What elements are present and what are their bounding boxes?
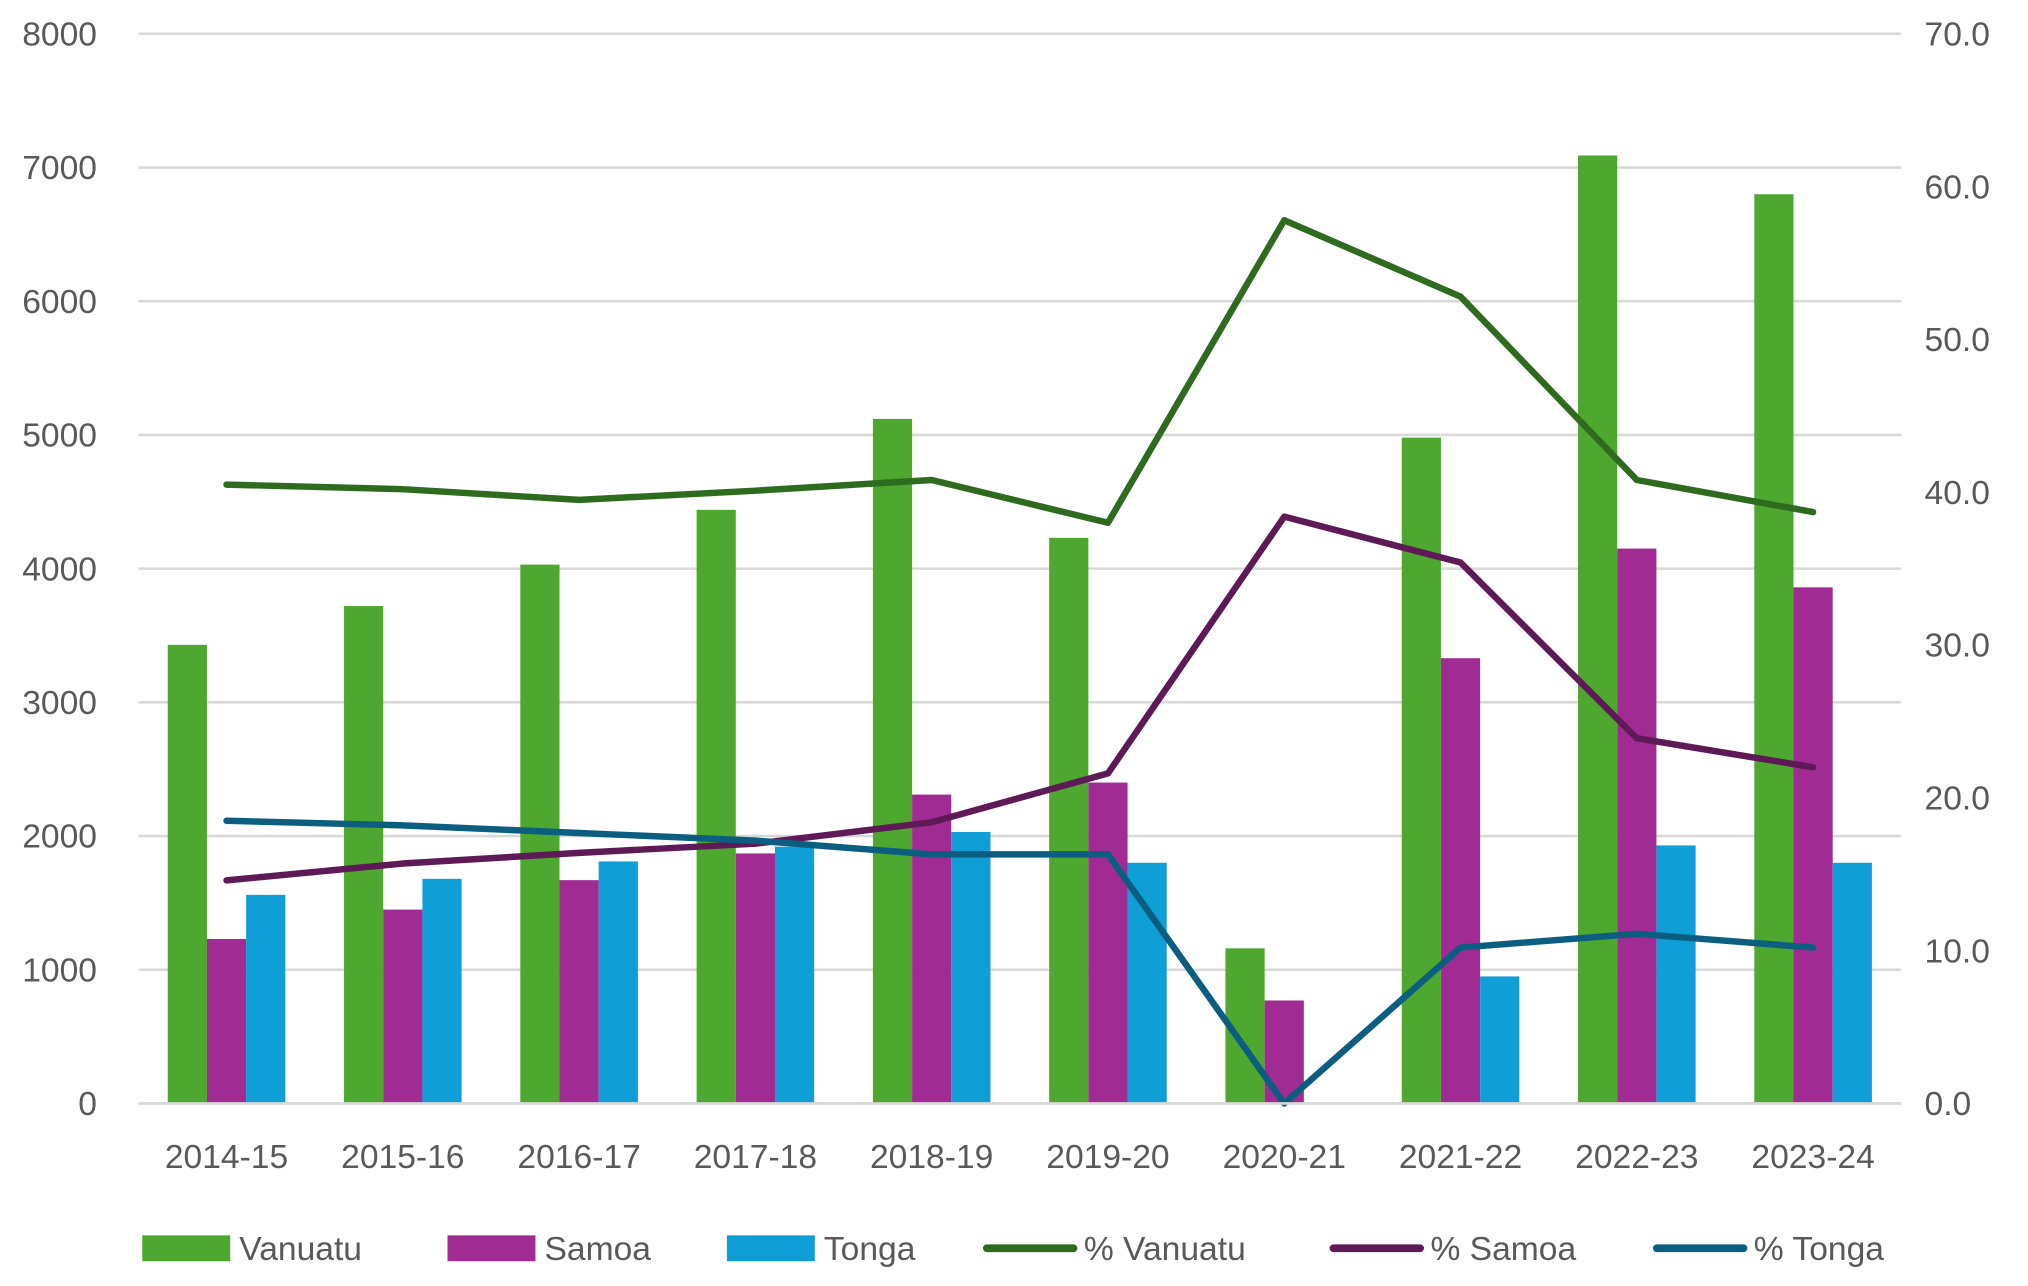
bar-vanuatu	[696, 509, 736, 1104]
y-right-tick-label: 30.0	[1925, 628, 1990, 665]
y-left-tick-label: 1000	[22, 952, 97, 989]
line-pct-vanuatu	[223, 217, 1817, 527]
x-tick-label: 2023-24	[1751, 1139, 1874, 1176]
x-tick-label: 2021-22	[1399, 1139, 1522, 1176]
y-left-tick-label: 3000	[22, 685, 97, 722]
bar-samoa	[912, 794, 952, 1104]
bar-tonga	[1656, 845, 1696, 1104]
bar-vanuatu	[167, 644, 207, 1104]
bar-tonga	[1832, 862, 1872, 1104]
bars	[167, 155, 1872, 1104]
legend-label: % Samoa	[1430, 1231, 1576, 1268]
bar-vanuatu	[1401, 437, 1441, 1104]
bar-samoa	[383, 909, 423, 1104]
line-pct-tonga	[223, 817, 1817, 1107]
x-tick-label: 2017-18	[694, 1139, 817, 1176]
bar-vanuatu	[1754, 194, 1794, 1104]
legend-label: % Vanuatu	[1084, 1231, 1246, 1268]
y-left-tick-label: 0	[78, 1086, 97, 1123]
legend-label: Samoa	[545, 1231, 652, 1268]
y-left-tick-label: 6000	[22, 284, 97, 321]
legend-swatch	[726, 1235, 815, 1262]
lines	[223, 217, 1817, 1107]
bar-tonga	[246, 894, 286, 1104]
legend-swatch	[447, 1235, 536, 1262]
bar-tonga	[1480, 976, 1520, 1104]
y-left-tick-label: 2000	[22, 819, 97, 856]
y-right-tick-label: 50.0	[1925, 322, 1990, 359]
bar-vanuatu	[344, 606, 384, 1104]
bar-samoa	[559, 880, 599, 1104]
y-right-tick-label: 10.0	[1925, 933, 1990, 970]
y-left-tick-label: 8000	[22, 16, 97, 53]
y-right-tick-label: 40.0	[1925, 475, 1990, 512]
y-right-tick-label: 60.0	[1925, 169, 1990, 206]
bar-tonga	[951, 832, 991, 1104]
legend-swatch	[142, 1235, 231, 1262]
x-tick-label: 2018-19	[870, 1139, 993, 1176]
line-pct-samoa	[223, 513, 1817, 884]
bar-samoa	[735, 853, 775, 1104]
x-tick-label: 2019-20	[1046, 1139, 1169, 1176]
axes: 0 1000 2000 3000 4000 5000 6000 7000 8000 0.0 10.0…	[22, 16, 1990, 1176]
x-tick-label: 2022-23	[1575, 1139, 1698, 1176]
bar-tonga	[422, 878, 462, 1104]
bar-vanuatu	[872, 418, 913, 1104]
x-tick-label: 2014-15	[165, 1139, 288, 1176]
x-tick-label: 2015-16	[341, 1139, 464, 1176]
y-right-tick-label: 0.0	[1925, 1086, 1972, 1123]
bar-vanuatu	[1049, 537, 1089, 1104]
bar-samoa	[1617, 548, 1657, 1104]
bar-samoa	[1793, 587, 1833, 1104]
x-tick-label: 2020-21	[1223, 1139, 1346, 1176]
bar-tonga	[598, 861, 638, 1104]
legend-label: Vanuatu	[239, 1231, 362, 1268]
bar-tonga	[1127, 862, 1167, 1104]
bar-samoa	[1440, 658, 1481, 1104]
x-tick-label: 2016-17	[517, 1139, 640, 1176]
y-left-tick-label: 5000	[22, 418, 97, 455]
bar-tonga	[774, 846, 815, 1104]
y-left-tick-label: 7000	[22, 150, 97, 187]
bar-vanuatu	[1578, 155, 1618, 1104]
y-right-tick-label: 20.0	[1925, 780, 1990, 817]
y-right-tick-label: 70.0	[1925, 16, 1990, 53]
legend-label: Tonga	[824, 1231, 916, 1268]
bar-samoa	[1088, 782, 1128, 1104]
legend-label: % Tonga	[1754, 1231, 1884, 1268]
bar-samoa	[206, 938, 247, 1104]
legend: Vanuatu Samoa Tonga % Vanuatu % Samoa % Tonga	[142, 1231, 1884, 1268]
y-left-tick-label: 4000	[22, 551, 97, 588]
